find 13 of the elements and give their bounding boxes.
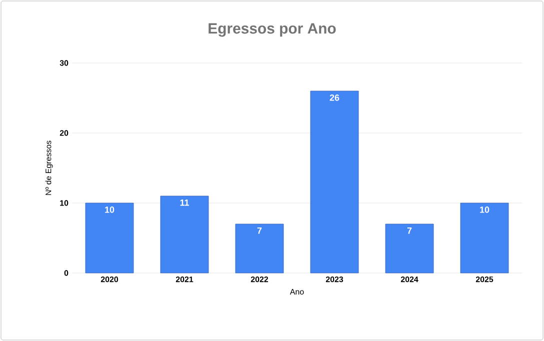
data-label: 10 bbox=[105, 206, 114, 213]
bar bbox=[385, 224, 434, 274]
data-label: 10 bbox=[480, 206, 490, 213]
bar bbox=[160, 196, 209, 274]
bar bbox=[235, 224, 284, 274]
data-label: 11 bbox=[180, 200, 189, 206]
chart-title: Egressos por Ano bbox=[208, 23, 336, 37]
data-label: 7 bbox=[407, 228, 412, 234]
data-label: 26 bbox=[330, 94, 340, 101]
bar bbox=[85, 202, 134, 274]
bar bbox=[460, 202, 509, 274]
bar bbox=[310, 90, 359, 274]
data-label: 7 bbox=[257, 228, 262, 234]
